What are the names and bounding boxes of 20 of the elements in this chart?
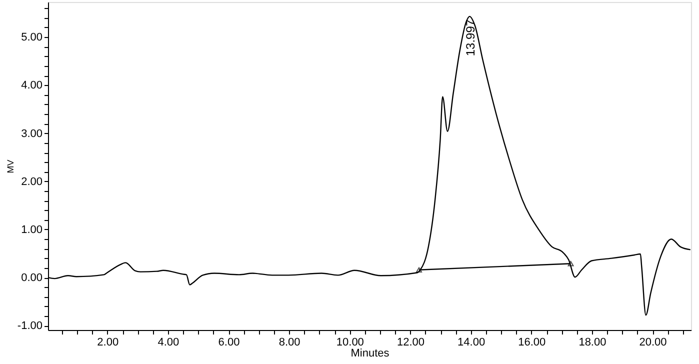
x-axis-title: Minutes [350, 348, 390, 360]
x-tick-label: 20.00 [639, 336, 667, 348]
y-tick-label: 0.00 [21, 272, 42, 284]
y-tick-label: 2.00 [21, 176, 42, 188]
x-tick-label: 12.00 [396, 336, 424, 348]
y-tick-label: 4.00 [21, 80, 42, 92]
y-tick-label: 1.00 [21, 224, 42, 236]
x-tick-label: 4.00 [158, 336, 180, 348]
y-tick-label: -1.00 [17, 320, 42, 332]
x-tick-label: 14.00 [458, 336, 486, 348]
x-tick-label: 18.00 [578, 336, 606, 348]
annotation: 13.997 [464, 19, 478, 56]
x-tick-label: 6.00 [218, 336, 240, 348]
x-tick-label: 8.00 [278, 336, 300, 348]
x-tick-label: 16.00 [518, 336, 546, 348]
x-tick-label: 10.00 [336, 336, 364, 348]
y-axis-title: MV [5, 160, 16, 174]
x-tick-label: 2.00 [97, 336, 119, 348]
y-tick-label: 5.00 [21, 32, 42, 44]
y-tick-label: 3.00 [21, 128, 42, 140]
